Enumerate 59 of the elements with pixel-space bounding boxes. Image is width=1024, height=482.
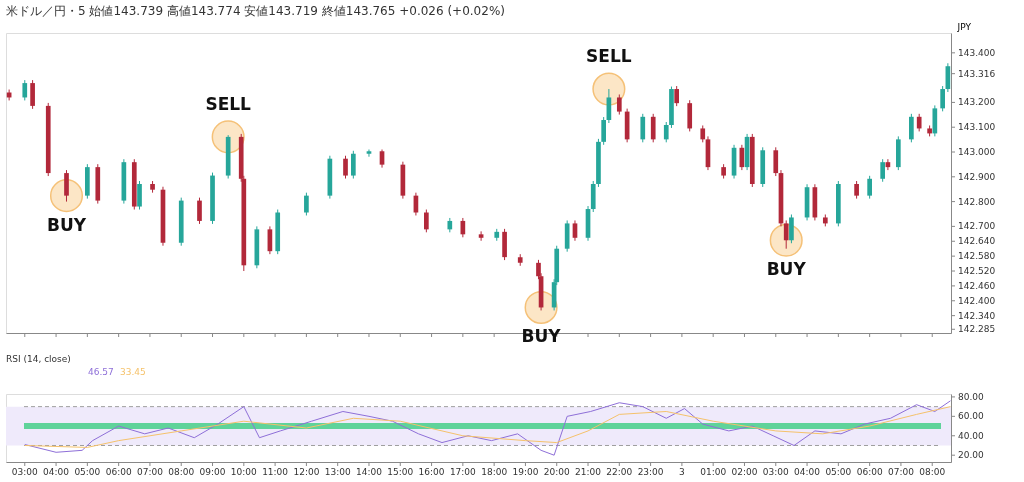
y-tick-label: 143.000 <box>958 147 996 158</box>
y-tick-label: 142.640 <box>958 236 996 247</box>
x-tick-label: 21:00 <box>575 467 602 477</box>
chart-title: 米ドル／円・5 始値143.739 高値143.774 安値143.719 終値143.765 +0.026 (+0.02%) <box>6 4 505 18</box>
y-tick-label: 142.285 <box>958 324 996 335</box>
text: 46.57 <box>88 367 114 377</box>
x-tick-label: 11:00 <box>262 467 289 477</box>
y-tick-label: 142.580 <box>958 251 996 262</box>
x-tick-label: 05:00 <box>74 467 101 477</box>
x-tick-label: 20:00 <box>543 467 570 477</box>
x-tick-label: 07:00 <box>136 467 164 477</box>
x-tick-label: 3 <box>679 467 685 477</box>
x-tick-label: 08:00 <box>168 467 195 477</box>
x-tick-label: 03:00 <box>762 467 790 477</box>
y-tick-label: 143.200 <box>958 97 996 108</box>
annotation: BUY <box>46 214 87 235</box>
text: 33.45 <box>120 367 146 377</box>
x-tick-label: 15:00 <box>387 467 414 477</box>
y-tick-label: 143.400 <box>958 47 996 58</box>
x-tick-label: 05:00 <box>825 467 852 477</box>
annotation: SELL <box>205 93 252 114</box>
x-tick-label: 16:00 <box>418 467 445 477</box>
y-tick-label: 142.520 <box>958 266 996 277</box>
y-tick-label: 142.400 <box>958 295 996 306</box>
annotation: BUY <box>766 259 807 280</box>
x-tick-label: 01:00 <box>700 467 727 477</box>
y-tick-label: 142.340 <box>958 310 996 321</box>
y-tick-label: 142.800 <box>958 196 996 207</box>
x-tick-label: 03:00 <box>11 467 39 477</box>
x-tick-label: 19:00 <box>512 467 539 477</box>
x-tick-label: 07:00 <box>887 467 915 477</box>
x-tick-label: 13:00 <box>324 467 351 477</box>
chart-title: RSI (14, close) <box>6 354 71 364</box>
x-tick-label: 04:00 <box>794 467 821 477</box>
x-tick-label: 08:00 <box>919 467 946 477</box>
x-tick-label: 06:00 <box>856 467 883 477</box>
y-tick-label: 60.00 <box>958 411 985 422</box>
annotation: BUY <box>521 326 562 347</box>
x-tick-label: 04:00 <box>43 467 70 477</box>
x-tick-label: 14:00 <box>356 467 383 477</box>
y-tick-label: 40.00 <box>958 430 985 441</box>
x-tick-label: 18:00 <box>481 467 508 477</box>
y-tick-label: 142.700 <box>958 221 996 232</box>
x-tick-label: 12:00 <box>293 467 320 477</box>
y-tick-label: 143.316 <box>958 68 996 79</box>
y-tick-label: 143.100 <box>958 122 996 133</box>
y-axis-title: JPY <box>956 21 972 32</box>
x-tick-label: 09:00 <box>199 467 226 477</box>
x-tick-label: 06:00 <box>105 467 132 477</box>
y-tick-label: 20.00 <box>958 450 985 461</box>
x-tick-label: 17:00 <box>449 467 477 477</box>
x-tick-label: 10:00 <box>230 467 258 477</box>
y-tick-label: 142.460 <box>958 280 996 291</box>
y-tick-label: 80.00 <box>958 391 985 402</box>
y-tick-label: 142.900 <box>958 171 996 182</box>
x-tick-label: 23:00 <box>637 467 664 477</box>
x-tick-label: 02:00 <box>731 467 758 477</box>
x-tick-label: 22:00 <box>606 467 633 477</box>
annotation: SELL <box>586 46 632 67</box>
